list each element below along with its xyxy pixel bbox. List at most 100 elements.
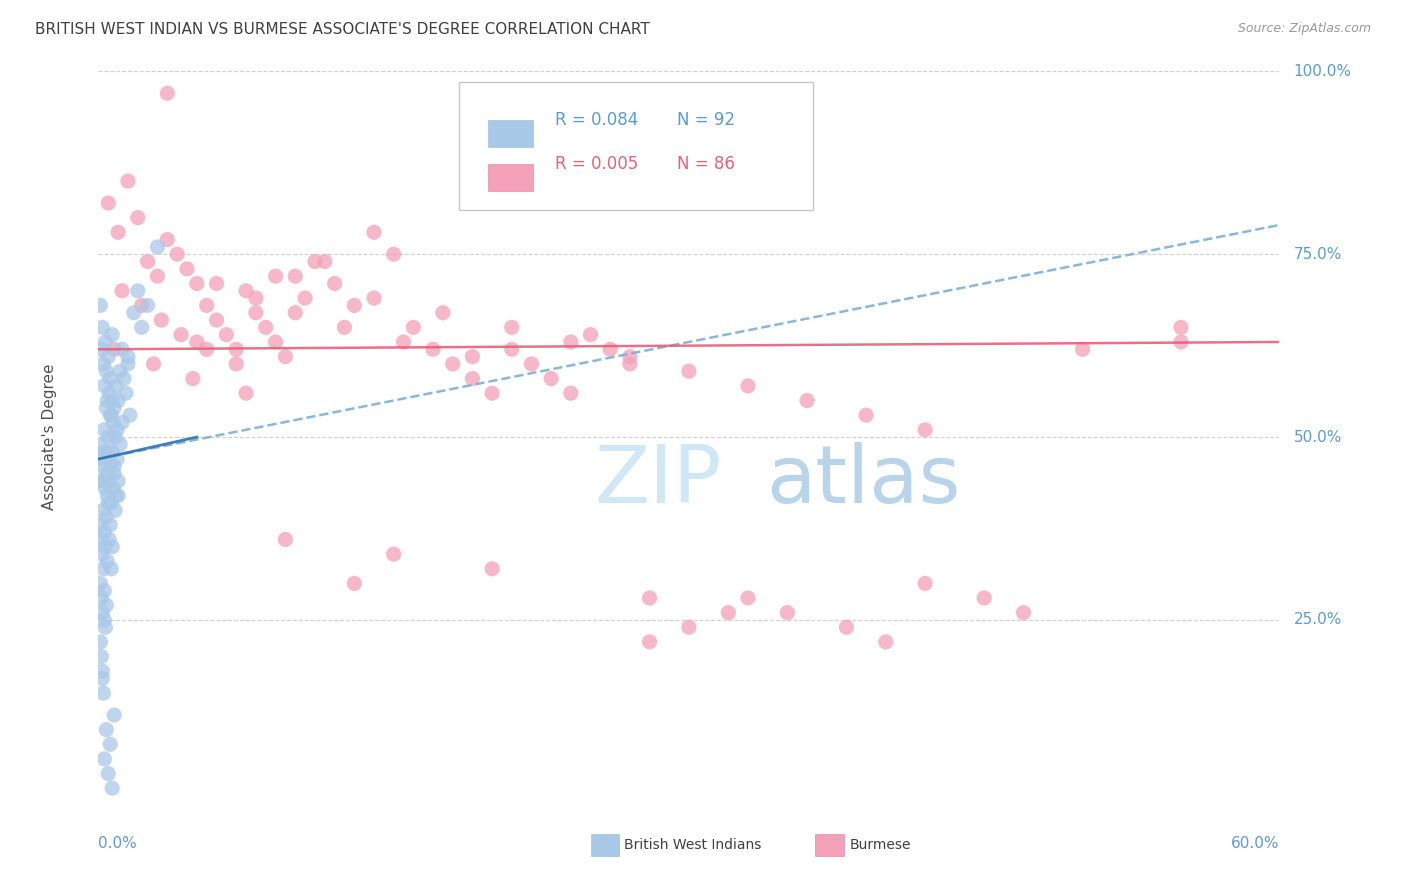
Point: [225, 343, 247, 357]
Point: [89, 576, 111, 591]
Point: [93, 459, 115, 474]
Point: [678, 620, 700, 634]
Point: [107, 225, 129, 239]
Point: [105, 423, 128, 437]
Point: [461, 371, 484, 385]
Text: 60.0%: 60.0%: [1232, 836, 1279, 851]
Point: [117, 350, 139, 364]
Point: [245, 291, 267, 305]
Point: [717, 606, 740, 620]
Point: [235, 284, 257, 298]
Point: [115, 386, 138, 401]
Point: [619, 357, 641, 371]
Point: [127, 284, 149, 298]
Point: [875, 635, 897, 649]
Point: [284, 306, 307, 320]
Point: [264, 334, 287, 349]
Point: [796, 393, 818, 408]
Point: [98, 533, 121, 547]
Point: [97, 196, 120, 211]
Point: [94, 540, 117, 554]
Point: [146, 269, 169, 284]
Point: [93, 686, 115, 700]
Point: [108, 364, 131, 378]
Point: [540, 371, 562, 385]
Text: British West Indians: British West Indians: [624, 838, 762, 852]
Point: [195, 298, 218, 312]
Point: [432, 306, 454, 320]
Point: [101, 327, 124, 342]
Point: [103, 459, 125, 474]
Text: Source: ZipAtlas.com: Source: ZipAtlas.com: [1237, 22, 1371, 36]
Point: [225, 357, 247, 371]
Point: [101, 540, 124, 554]
Point: [333, 320, 356, 334]
Point: [136, 254, 159, 268]
Point: [1012, 606, 1035, 620]
Point: [103, 481, 124, 495]
Point: [107, 474, 129, 488]
Point: [91, 320, 114, 334]
Point: [111, 284, 134, 298]
Point: [678, 364, 700, 378]
Point: [156, 233, 179, 247]
Point: [166, 247, 188, 261]
Point: [91, 547, 114, 561]
Point: [599, 343, 621, 357]
Point: [97, 444, 120, 458]
Point: [93, 423, 115, 437]
FancyBboxPatch shape: [591, 834, 619, 856]
Point: [89, 452, 111, 467]
Point: [122, 306, 145, 320]
Point: [103, 343, 125, 357]
Point: [93, 583, 115, 598]
Text: R = 0.084: R = 0.084: [555, 112, 638, 129]
Point: [90, 343, 112, 357]
Text: Associate's Degree: Associate's Degree: [42, 364, 58, 510]
Point: [93, 613, 115, 627]
Text: BRITISH WEST INDIAN VS BURMESE ASSOCIATE'S DEGREE CORRELATION CHART: BRITISH WEST INDIAN VS BURMESE ASSOCIATE…: [35, 22, 650, 37]
Point: [274, 533, 297, 547]
Point: [501, 320, 523, 334]
Point: [93, 752, 115, 766]
Point: [382, 247, 405, 261]
Point: [90, 649, 112, 664]
Point: [1170, 320, 1192, 334]
Point: [142, 357, 165, 371]
Point: [363, 225, 385, 239]
Point: [274, 350, 297, 364]
Text: Burmese: Burmese: [849, 838, 911, 852]
FancyBboxPatch shape: [815, 834, 844, 856]
FancyBboxPatch shape: [488, 120, 533, 147]
Point: [91, 672, 114, 686]
Point: [98, 737, 121, 751]
FancyBboxPatch shape: [458, 82, 813, 211]
Point: [737, 591, 759, 605]
Point: [156, 87, 179, 101]
Point: [98, 408, 121, 422]
Point: [96, 489, 118, 503]
Point: [94, 334, 117, 349]
Point: [284, 269, 307, 284]
Point: [90, 437, 112, 451]
Text: R = 0.005: R = 0.005: [555, 155, 638, 173]
Point: [392, 334, 415, 349]
Point: [91, 474, 114, 488]
Point: [105, 489, 128, 503]
Point: [91, 664, 114, 678]
Point: [560, 334, 582, 349]
Point: [96, 723, 118, 737]
Point: [363, 291, 385, 305]
Point: [127, 211, 149, 225]
Point: [96, 599, 118, 613]
Point: [117, 174, 139, 188]
Point: [111, 343, 134, 357]
Point: [619, 350, 641, 364]
Point: [98, 459, 121, 474]
Point: [97, 496, 120, 510]
Point: [560, 386, 582, 401]
Point: [103, 467, 125, 481]
Point: [501, 343, 523, 357]
Point: [100, 496, 122, 510]
Point: [96, 554, 118, 568]
